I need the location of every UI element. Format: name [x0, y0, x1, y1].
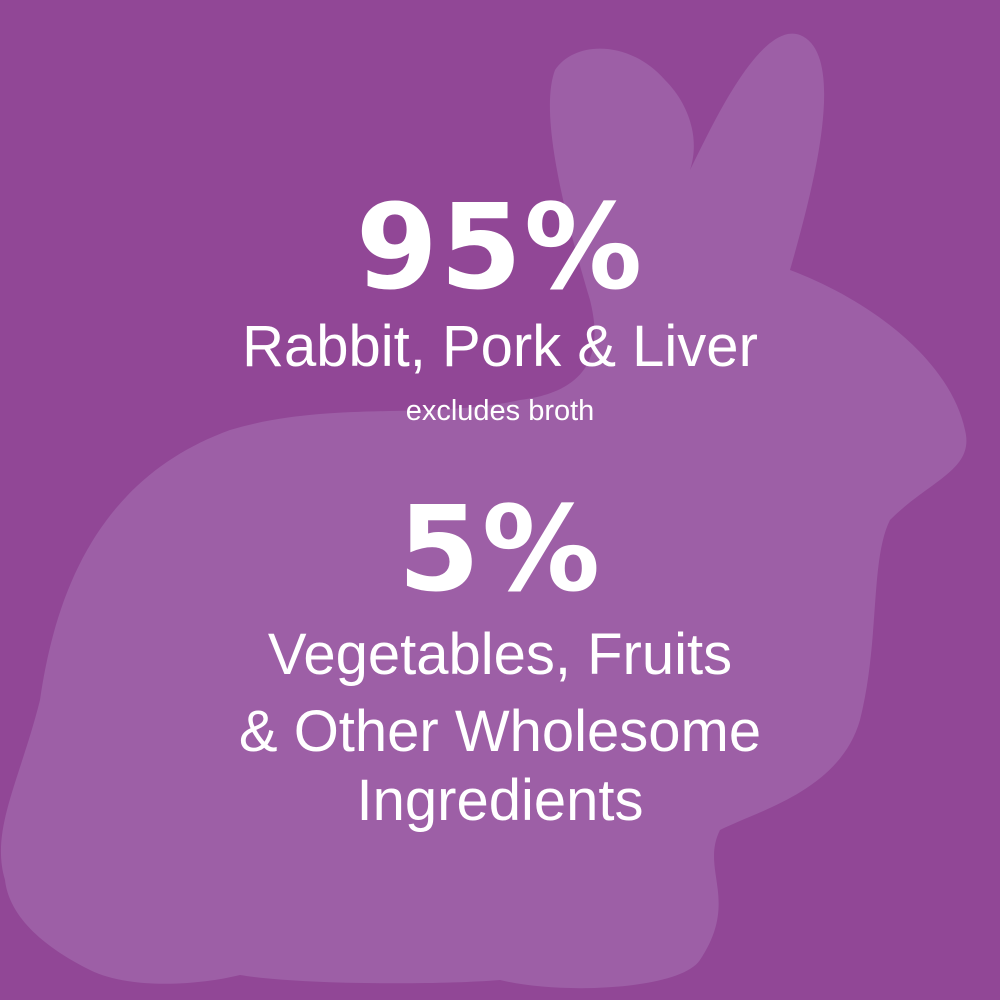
stat2-value: 5%: [397, 480, 603, 618]
stat2-label-line1: Vegetables, Fruits: [267, 622, 733, 687]
stat1-value: 95%: [355, 178, 645, 316]
stat1-note: excludes broth: [405, 395, 595, 427]
stat2-label-line3: Ingredients: [356, 768, 644, 833]
stat2-label-line2: & Other Wholesome: [238, 699, 762, 764]
stat1-label: Rabbit, Pork & Liver: [242, 314, 758, 379]
